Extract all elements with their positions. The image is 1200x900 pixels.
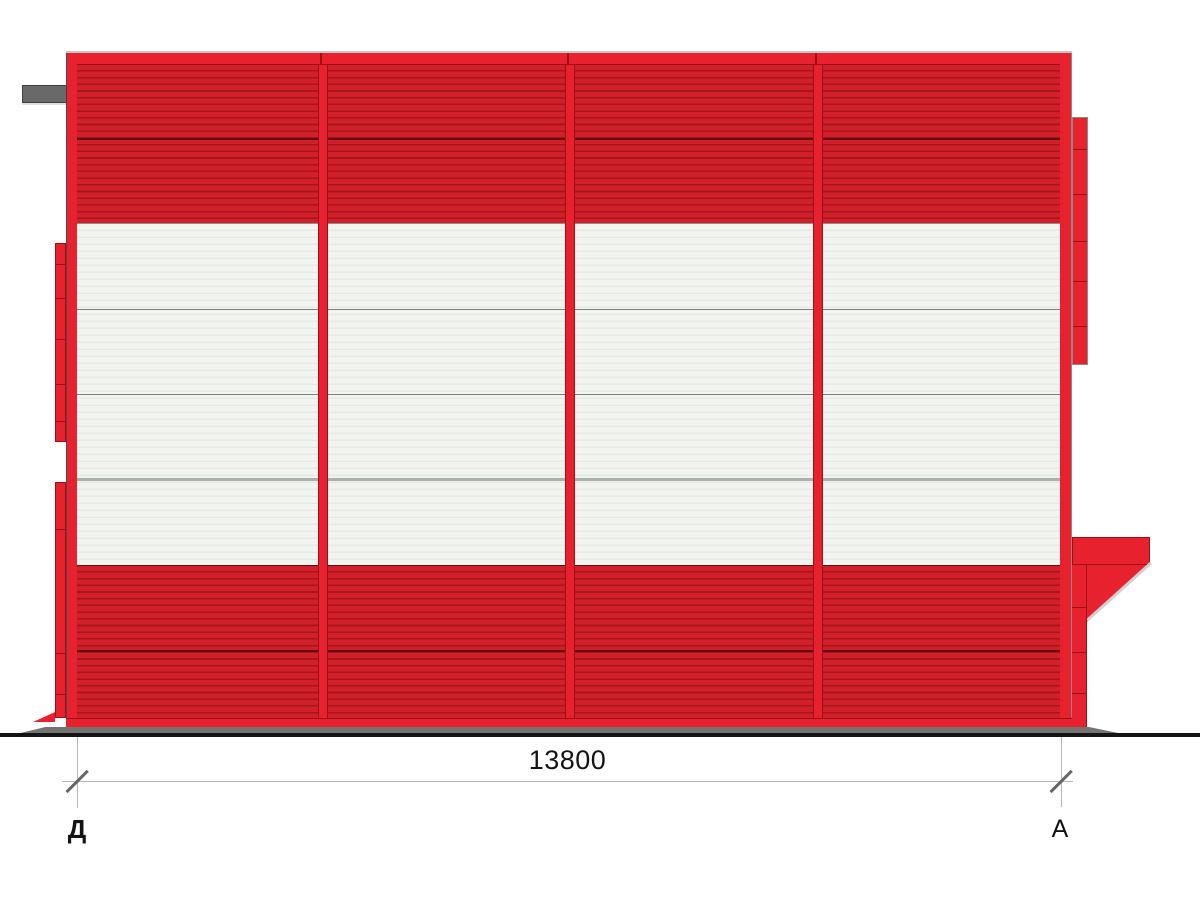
pipe-stub (22, 85, 67, 103)
axis-marker-left: Д (56, 808, 98, 850)
right-return-strip-lower (1072, 565, 1087, 727)
parapet-cap (66, 52, 1072, 65)
axis-marker-right: А (1039, 808, 1081, 850)
corner-column-left (66, 52, 77, 727)
extension-line-left (76, 737, 78, 808)
left-return-fin-lower (55, 482, 66, 718)
extension-line-right (1060, 737, 1062, 807)
mullion (318, 65, 328, 718)
canopy-beam (1072, 537, 1150, 565)
parapet-top-edge (66, 50, 1072, 53)
axis-label-right: А (1051, 814, 1069, 843)
ground-line (0, 733, 1200, 737)
dimension-label: 13800 (528, 745, 607, 775)
cap-joint (567, 52, 569, 64)
corner-column-right (1060, 52, 1072, 727)
foundation-strip (12, 727, 1128, 735)
left-return-fin-upper (55, 243, 66, 442)
axis-label-left: Д (67, 813, 87, 844)
cap-joint (320, 52, 322, 64)
cap-joint (815, 52, 817, 64)
dimension-line (62, 780, 1073, 782)
mullion (813, 65, 823, 718)
left-base-flare (33, 712, 55, 722)
plinth-trim (66, 718, 1072, 727)
mullion (565, 65, 575, 718)
right-return-panel (1072, 117, 1088, 365)
